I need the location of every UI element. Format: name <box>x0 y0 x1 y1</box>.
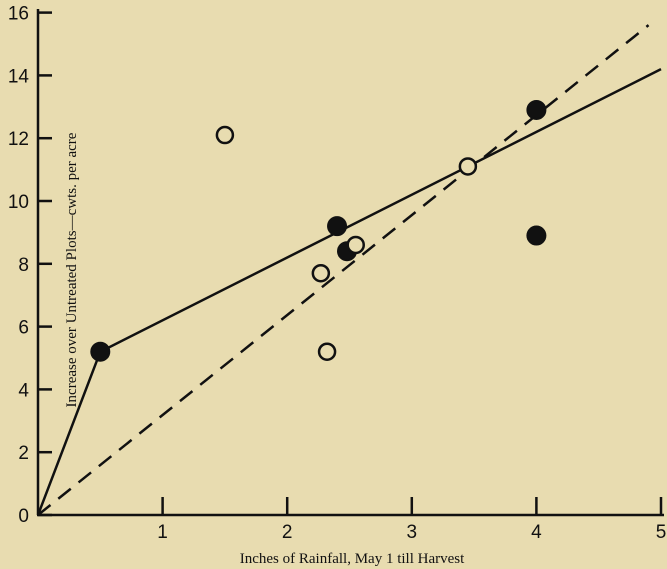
y-tick-label: 0 <box>18 506 29 527</box>
x-axis-label: Inches of Rainfall, May 1 till Harvest <box>240 551 465 567</box>
filled-data-point <box>526 225 547 246</box>
solid-trend-line <box>36 68 662 516</box>
x-tick-label: 3 <box>407 522 418 543</box>
open-data-point <box>317 342 337 361</box>
x-tick-label: 4 <box>531 522 542 543</box>
open-data-point <box>311 263 331 283</box>
data-points <box>90 99 547 362</box>
open-data-point <box>346 235 365 255</box>
y-tick-label: 12 <box>8 129 29 150</box>
y-tick-label: 6 <box>18 318 29 339</box>
y-tick-label: 16 <box>8 4 29 25</box>
open-data-point <box>458 157 478 176</box>
y-tick-label: 14 <box>8 66 30 87</box>
x-tick-label: 2 <box>282 522 293 543</box>
filled-data-point <box>327 216 348 237</box>
y-tick-label: 4 <box>18 380 29 401</box>
filled-data-point <box>90 341 111 362</box>
trend-lines <box>36 24 662 516</box>
x-tick-label: 1 <box>157 522 168 543</box>
y-axis-label: Increase over Untreated Plots—cwts. per … <box>64 132 80 407</box>
x-tick-label: 5 <box>656 522 667 543</box>
y-tick-label: 10 <box>8 192 29 213</box>
filled-data-point <box>526 99 547 120</box>
dashed-trend-line <box>37 24 650 516</box>
y-tick-label: 8 <box>18 255 29 276</box>
open-data-point <box>215 125 235 145</box>
y-tick-label: 2 <box>18 443 29 464</box>
